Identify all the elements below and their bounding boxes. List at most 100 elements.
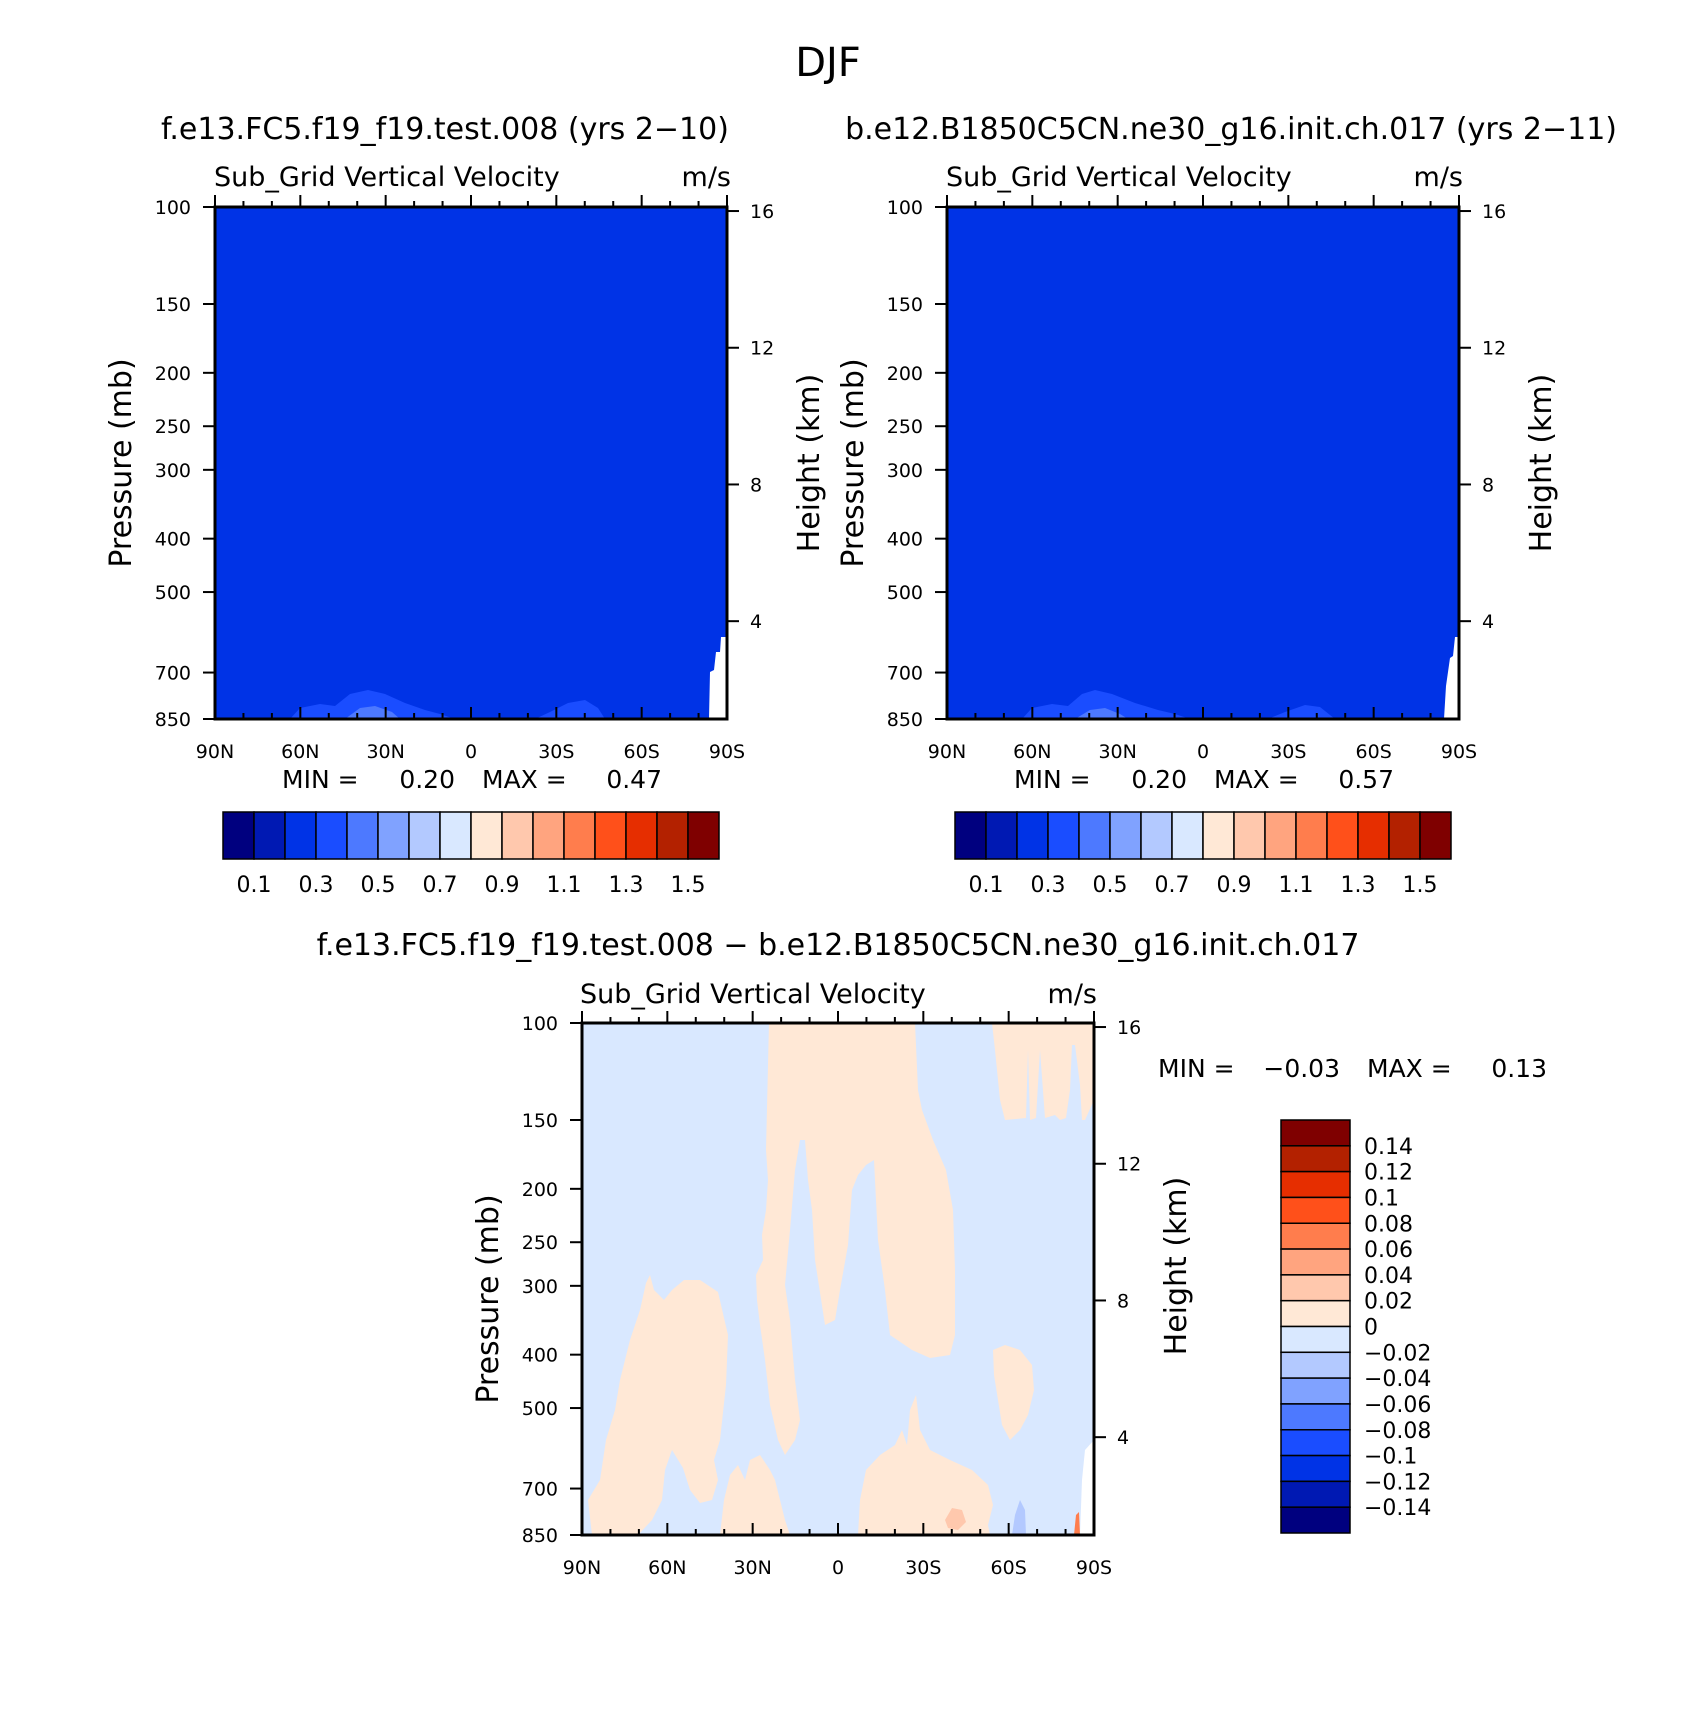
colorbar-label: 0.1 [237, 873, 272, 898]
panel-a-variable: Sub_Grid Vertical Velocity [214, 162, 560, 193]
y-tick-label: 400 [522, 1345, 558, 1367]
colorbar-box [1280, 1429, 1351, 1457]
y2-tick-label: 16 [1482, 201, 1506, 223]
y2-tick-label: 16 [1117, 1017, 1141, 1039]
panel-diff-positive-southern-blob [993, 1345, 1034, 1440]
panel-b-plot-area [947, 207, 1459, 719]
colorbar-box [222, 811, 255, 860]
x-tick-label: 90N [563, 1557, 601, 1579]
x-tick-label: 30N [733, 1557, 771, 1579]
colorbar-box [954, 811, 987, 860]
colorbar-box [408, 811, 441, 860]
panel-a-plot-area [215, 207, 727, 719]
x-tick-label: 60S [991, 1557, 1027, 1579]
panel-b-max-label: MAX = [1214, 765, 1299, 794]
panel-diff-min-value: −0.03 [1263, 1054, 1340, 1083]
colorbar-label: 0.14 [1364, 1135, 1413, 1160]
colorbar-box [1078, 811, 1111, 860]
y2-tick-label: 8 [1117, 1290, 1129, 1312]
x-tick-label: 30S [538, 741, 574, 763]
panel-diff: f.e13.FC5.f19_f19.test.008 − b.e12.B1850… [317, 928, 1547, 1579]
y-tick-label: 100 [887, 197, 923, 219]
colorbar-box [284, 811, 317, 860]
colorbar-box [532, 811, 565, 860]
colorbar-box [1280, 1222, 1351, 1250]
panel-a-y2label: Height (km) [792, 374, 827, 553]
x-tick-label: 60S [1356, 741, 1392, 763]
panel-diff-positive-left-lobe [588, 1275, 728, 1535]
colorbar-label: 0 [1364, 1316, 1378, 1341]
y-tick-label: 400 [155, 529, 191, 551]
colorbar-label: 0.7 [1155, 873, 1190, 898]
colorbar-box [377, 811, 410, 860]
colorbar-label: −0.04 [1364, 1367, 1431, 1392]
colorbar-label: −0.1 [1364, 1445, 1417, 1470]
colorbar-box [594, 811, 627, 860]
panel-b-field-base [947, 207, 1459, 719]
colorbar-label: −0.08 [1364, 1419, 1431, 1444]
colorbar-box [1280, 1480, 1351, 1508]
panel-diff-negative-patch [1012, 1500, 1026, 1535]
y-tick-label: 700 [155, 663, 191, 685]
y-tick-label: 100 [155, 197, 191, 219]
y-tick-label: 700 [522, 1479, 558, 1501]
x-tick-label: 30N [1098, 741, 1136, 763]
x-tick-label: 90N [196, 741, 234, 763]
y2-tick-label: 12 [750, 338, 774, 360]
colorbar-box [1109, 811, 1142, 860]
colorbar-box [1016, 811, 1049, 860]
panel-diff-ticks: 90N 60N 30N 0 30S 60S 90S 100 150 200 250 300 400 500… [522, 1011, 1141, 1579]
x-tick-label: 60N [281, 741, 319, 763]
panel-diff-max-value: 0.13 [1491, 1054, 1547, 1083]
colorbar-label: 0.7 [423, 873, 458, 898]
colorbar-box [501, 811, 534, 860]
x-tick-label: 90S [709, 741, 745, 763]
x-tick-label: 0 [1197, 741, 1209, 763]
x-tick-label: 0 [832, 1557, 844, 1579]
x-tick-label: 0 [465, 741, 477, 763]
x-tick-label: 30S [1270, 741, 1306, 763]
panel-b-ticks: 90N 60N 30N 0 30S 60S 90S 100 150 200 250 300 400 500… [887, 195, 1506, 763]
panel-diff-positive-patch [945, 1508, 966, 1530]
colorbar-label: 0.9 [485, 873, 520, 898]
colorbar-label: −0.12 [1364, 1470, 1431, 1495]
colorbar-box [1280, 1325, 1351, 1354]
panel-diff-plot-area [582, 1023, 1094, 1535]
y2-tick-label: 4 [1117, 1427, 1129, 1449]
panel-a-colorbar: 0.1 0.3 0.5 0.7 0.9 1.1 1.3 1.5 [222, 811, 720, 898]
x-tick-label: 60S [624, 741, 660, 763]
y-tick-label: 200 [887, 363, 923, 385]
colorbar-box [1280, 1274, 1351, 1302]
panel-b-min-label: MIN = [1014, 765, 1091, 794]
colorbar-box [346, 811, 379, 860]
panel-diff-header: f.e13.FC5.f19_f19.test.008 − b.e12.B1850… [317, 928, 1360, 963]
figure-title: DJF [795, 40, 861, 86]
y-tick-label: 400 [887, 529, 923, 551]
colorbar-label: 1.5 [671, 873, 706, 898]
colorbar-label: 0.08 [1364, 1212, 1413, 1237]
panel-b-units: m/s [1414, 162, 1463, 193]
y2-tick-label: 4 [750, 611, 762, 633]
colorbar-label: 0.12 [1364, 1161, 1413, 1186]
colorbar-label: 0.1 [1364, 1186, 1399, 1211]
colorbar-label: 0.3 [1031, 873, 1066, 898]
colorbar-box [1357, 811, 1390, 860]
colorbar-box [1140, 811, 1173, 860]
panel-b-missing-region [1444, 637, 1459, 719]
colorbar-box [1280, 1170, 1351, 1199]
y2-tick-label: 12 [1117, 1154, 1141, 1176]
y-tick-label: 250 [887, 416, 923, 438]
panel-a-ticks: 90N 60N 30N 0 30S 60S 90S 100 150 200 250 300 400 500… [155, 195, 774, 763]
y-tick-label: 300 [887, 460, 923, 482]
y-tick-label: 700 [887, 663, 923, 685]
colorbar-box [470, 811, 503, 860]
y-tick-label: 850 [887, 709, 923, 731]
colorbar-box [1419, 811, 1452, 860]
x-tick-label: 90S [1441, 741, 1477, 763]
panel-a-header: f.e13.FC5.f19_f19.test.008 (yrs 2−10) [161, 112, 729, 147]
x-tick-label: 90S [1076, 1557, 1112, 1579]
colorbar-box [439, 811, 472, 860]
colorbar-label: −0.14 [1364, 1496, 1431, 1521]
panel-diff-max-label: MAX = [1367, 1054, 1452, 1083]
colorbar-label: 0.1 [969, 873, 1004, 898]
